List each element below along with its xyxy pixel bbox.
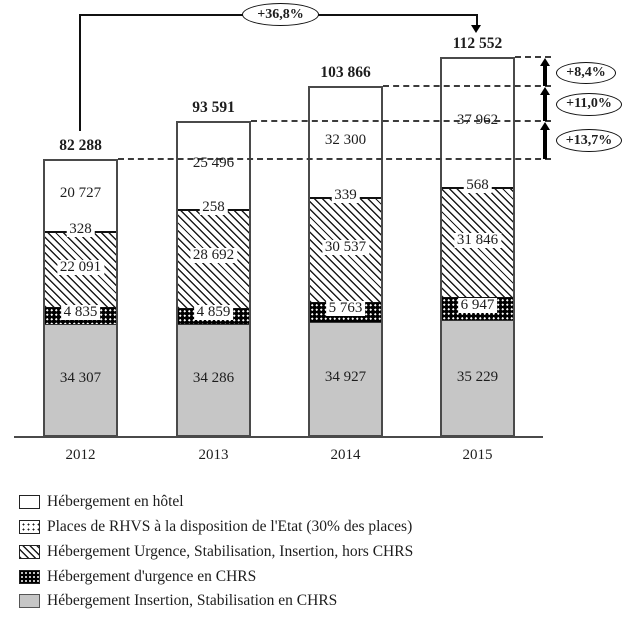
value-label-rhvs-2013: 258: [199, 199, 228, 215]
segment-white-2012: [45, 161, 116, 232]
legend-item-rhvs: Places de RHVS à la disposition de l'Eta…: [19, 518, 412, 535]
value-label-blackdots-2014: 5 763: [325, 301, 366, 317]
legend-swatch-insertion-chrs-icon: [19, 593, 40, 608]
overall-arrowhead-icon: [470, 25, 481, 33]
value-label-blackdots-2015: 6 947: [457, 298, 498, 314]
legend-swatch-rhvs-icon: [19, 519, 40, 534]
value-label-gray-2013: 34 286: [192, 370, 235, 387]
x-tick-2013: 2013: [198, 447, 229, 463]
value-label-rhvs-2014: 339: [331, 187, 360, 203]
overall-line-right: [476, 13, 478, 26]
growth-arrow-shaft: [543, 94, 547, 121]
dashed-guide-2015: [515, 56, 551, 58]
x-tick-2012: 2012: [65, 447, 96, 463]
legend-item-hors-chrs: Hébergement Urgence, Stabilisation, Inse…: [19, 543, 413, 560]
dashed-guide-2014: [383, 85, 551, 88]
value-label-blackdots-2012: 4 835: [60, 305, 101, 320]
legend-label: Hébergement Urgence, Stabilisation, Inse…: [47, 543, 414, 560]
value-label-rhvs-2015: 568: [463, 178, 492, 194]
dashed-guide-2013: [251, 120, 551, 123]
segment-white-2015: [442, 59, 513, 188]
growth-arrowhead-icon: [539, 58, 550, 66]
growth-badge: +11,0%: [556, 92, 622, 116]
growth-arrowhead-icon: [539, 122, 550, 131]
growth-badge: +8,4%: [556, 62, 616, 84]
bar-2014: [308, 86, 383, 437]
legend-label: Hébergement Insertion, Stabilisation en …: [47, 592, 338, 609]
segment-gray-2014: [310, 321, 381, 435]
growth-arrow-shaft: [543, 129, 547, 160]
x-tick-2015: 2015: [462, 447, 493, 463]
value-label-gray-2014: 34 927: [324, 369, 367, 386]
value-label-hatch-2015: 31 846: [453, 232, 502, 248]
value-label-gray-2012: 34 307: [59, 370, 102, 387]
growth-badge: +13,7%: [556, 129, 622, 152]
overall-line-left: [79, 13, 81, 131]
legend-swatch-urgence-chrs-icon: [19, 569, 40, 584]
value-label-blackdots-2013: 4 859: [193, 305, 234, 321]
value-label-rhvs-2012: 328: [66, 221, 95, 237]
total-label-2015: 112 552: [452, 35, 503, 52]
legend-item-insertion-chrs: Hébergement Insertion, Stabilisation en …: [19, 592, 337, 609]
legend-label: Hébergement en hôtel: [47, 493, 184, 510]
value-label-white-2014: 32 300: [324, 131, 367, 148]
x-axis: [14, 436, 543, 439]
value-label-hatch-2012: 22 091: [56, 259, 105, 275]
overall-growth-badge: +36,8%: [242, 3, 319, 26]
value-label-white-2012: 20 727: [59, 185, 102, 202]
legend-label: Hébergement d'urgence en CHRS: [47, 568, 257, 585]
legend-swatch-hotel-icon: [19, 494, 40, 509]
segment-gray-2015: [442, 320, 513, 435]
total-label-2013: 93 591: [192, 99, 235, 117]
segment-white-2014: [310, 88, 381, 198]
legend-item-urgence-chrs: Hébergement d'urgence en CHRS: [19, 568, 256, 585]
legend-swatch-hors-chrs-icon: [19, 544, 40, 559]
value-label-white-2015: 37 962: [456, 112, 499, 129]
value-label-gray-2015: 35 229: [456, 368, 499, 385]
value-label-white-2013: 25 496: [192, 155, 235, 172]
total-label-2014: 103 866: [320, 64, 371, 82]
dashed-guide-2012: [118, 158, 551, 161]
legend-item-hotel: Hébergement en hôtel: [19, 493, 184, 510]
value-label-hatch-2013: 28 692: [189, 248, 238, 264]
segment-gray-2012: [45, 323, 116, 435]
legend-label: Places de RHVS à la disposition de l'Eta…: [47, 518, 413, 535]
value-label-hatch-2014: 30 537: [321, 240, 370, 256]
segment-white-2013: [178, 123, 249, 210]
x-tick-2014: 2014: [330, 447, 361, 463]
segment-gray-2013: [178, 323, 249, 435]
growth-arrowhead-icon: [539, 87, 550, 96]
growth-arrow-shaft: [543, 65, 547, 87]
total-label-2012: 82 288: [59, 137, 102, 155]
